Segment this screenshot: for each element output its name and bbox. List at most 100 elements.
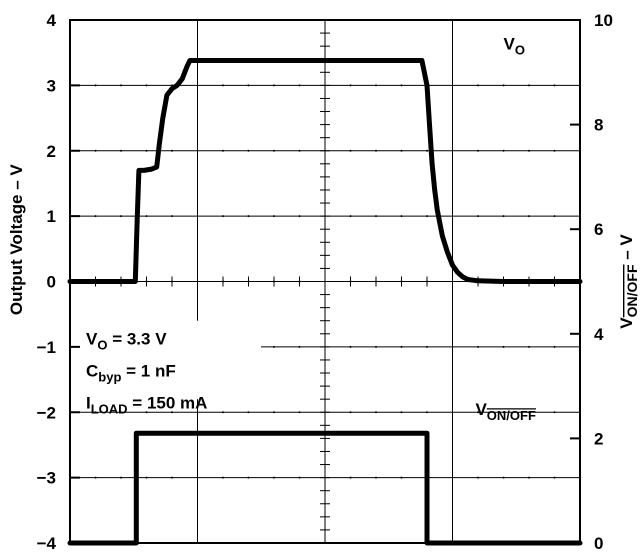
series-label-vo-sub: O bbox=[515, 42, 525, 57]
grid-dot bbox=[426, 149, 428, 152]
grid-dot bbox=[222, 215, 224, 218]
annotation-box: VO = 3.3 V Cbyp = 1 nF ILOAD = 150 mA bbox=[86, 330, 207, 417]
grid-dot bbox=[298, 411, 301, 414]
grid-dot bbox=[94, 476, 97, 479]
annotation-vo: VO = 3.3 V bbox=[86, 330, 167, 353]
grid-dot bbox=[349, 411, 352, 414]
grid-dot bbox=[477, 345, 479, 348]
y-axis-right-title-suffix: – V bbox=[617, 234, 636, 265]
grid-dot bbox=[400, 345, 403, 348]
grid-dot bbox=[553, 215, 556, 218]
y-axis-left-title: Output Voltage – V bbox=[7, 164, 26, 315]
y-axis-right-title-sub: ON/OFF bbox=[624, 264, 640, 317]
grid-dot bbox=[273, 345, 275, 348]
y-axis-right-title-main: V bbox=[617, 317, 636, 329]
grid-dot bbox=[502, 345, 505, 348]
grid-dot bbox=[145, 215, 148, 218]
grid-dot bbox=[400, 476, 403, 479]
grid-dot bbox=[94, 84, 97, 87]
grid-dot bbox=[426, 345, 428, 348]
y-left-tick-label: −2 bbox=[37, 403, 56, 422]
grid-dot bbox=[349, 476, 352, 479]
grid-dot bbox=[349, 215, 352, 218]
grid-dot bbox=[273, 149, 275, 152]
grid-dot bbox=[171, 476, 173, 479]
grid-dot bbox=[247, 149, 250, 152]
y-axis-right-title: VON/OFF – V bbox=[617, 234, 640, 329]
grid-dot bbox=[94, 411, 97, 414]
grid-dot bbox=[120, 215, 122, 218]
grid-dot bbox=[400, 149, 403, 152]
grid-dot bbox=[94, 215, 97, 218]
grid-dot bbox=[171, 149, 173, 152]
grid-dot bbox=[502, 476, 505, 479]
grid-dot bbox=[477, 149, 479, 152]
grid-dot bbox=[171, 411, 173, 414]
series-label-vo: VO bbox=[504, 34, 525, 57]
grid-dot bbox=[94, 149, 97, 152]
series-line-vo bbox=[67, 58, 583, 284]
grid-dot bbox=[528, 215, 530, 218]
grid-dot bbox=[553, 345, 556, 348]
annotation-iload: ILOAD = 150 mA bbox=[86, 394, 207, 417]
grid-dot bbox=[375, 84, 377, 87]
grid-dot bbox=[222, 149, 224, 152]
grid-dot bbox=[273, 411, 275, 414]
grid-dot bbox=[553, 149, 556, 152]
y-left-tick-label: −4 bbox=[37, 534, 57, 553]
grid-dot bbox=[222, 411, 224, 414]
grid-dot bbox=[375, 149, 377, 152]
annotation-background bbox=[71, 320, 261, 400]
grid-dot bbox=[120, 84, 122, 87]
grid-dot bbox=[553, 84, 556, 87]
grid-dot bbox=[477, 411, 479, 414]
grid-dot bbox=[120, 411, 122, 414]
grid-dot bbox=[528, 476, 530, 479]
y-left-tick-label: 3 bbox=[47, 76, 56, 95]
grid-dot bbox=[349, 84, 352, 87]
grid-dot bbox=[247, 215, 250, 218]
grid-dot bbox=[502, 411, 505, 414]
grid-dot bbox=[120, 476, 122, 479]
grid-dot bbox=[502, 84, 505, 87]
grid-dot bbox=[375, 476, 377, 479]
grid-dot bbox=[171, 215, 173, 218]
grid-dot bbox=[222, 84, 224, 87]
grid-dot bbox=[349, 149, 352, 152]
grid-dot bbox=[528, 411, 530, 414]
y-left-tick-label: 1 bbox=[47, 207, 56, 226]
grid-dot bbox=[273, 215, 275, 218]
label-background bbox=[498, 29, 549, 60]
y-left-tick-label: 0 bbox=[47, 273, 56, 292]
grid-dot bbox=[553, 476, 556, 479]
grid-dot bbox=[298, 149, 301, 152]
grid-dot bbox=[120, 149, 122, 152]
grid-dot bbox=[400, 84, 403, 87]
grid-dot bbox=[375, 345, 377, 348]
grid-dot bbox=[528, 345, 530, 348]
label-background bbox=[467, 370, 568, 399]
y-left-tick-label: 2 bbox=[47, 142, 56, 161]
y-right-tick-label: 6 bbox=[594, 220, 603, 239]
y-right-tick-label: 8 bbox=[594, 116, 603, 135]
grid-dot bbox=[400, 215, 403, 218]
grid-dot bbox=[247, 476, 250, 479]
grid-dot bbox=[375, 411, 377, 414]
grid-dot bbox=[477, 476, 479, 479]
grid-dot bbox=[247, 84, 250, 87]
grid-dot bbox=[273, 84, 275, 87]
series-label-von-off: VON/OFF bbox=[475, 400, 536, 423]
grid-dot bbox=[528, 84, 530, 87]
y-right-tick-label: 10 bbox=[594, 11, 613, 30]
grid-dot bbox=[528, 149, 530, 152]
annotation-cbyp: Cbyp = 1 nF bbox=[86, 362, 176, 385]
grid-dot bbox=[400, 411, 403, 414]
grid-dot bbox=[426, 411, 428, 414]
grid-dot bbox=[298, 84, 301, 87]
grid-dot bbox=[553, 411, 556, 414]
y-left-tick-label: 4 bbox=[47, 11, 57, 30]
grid-dot bbox=[145, 411, 148, 414]
